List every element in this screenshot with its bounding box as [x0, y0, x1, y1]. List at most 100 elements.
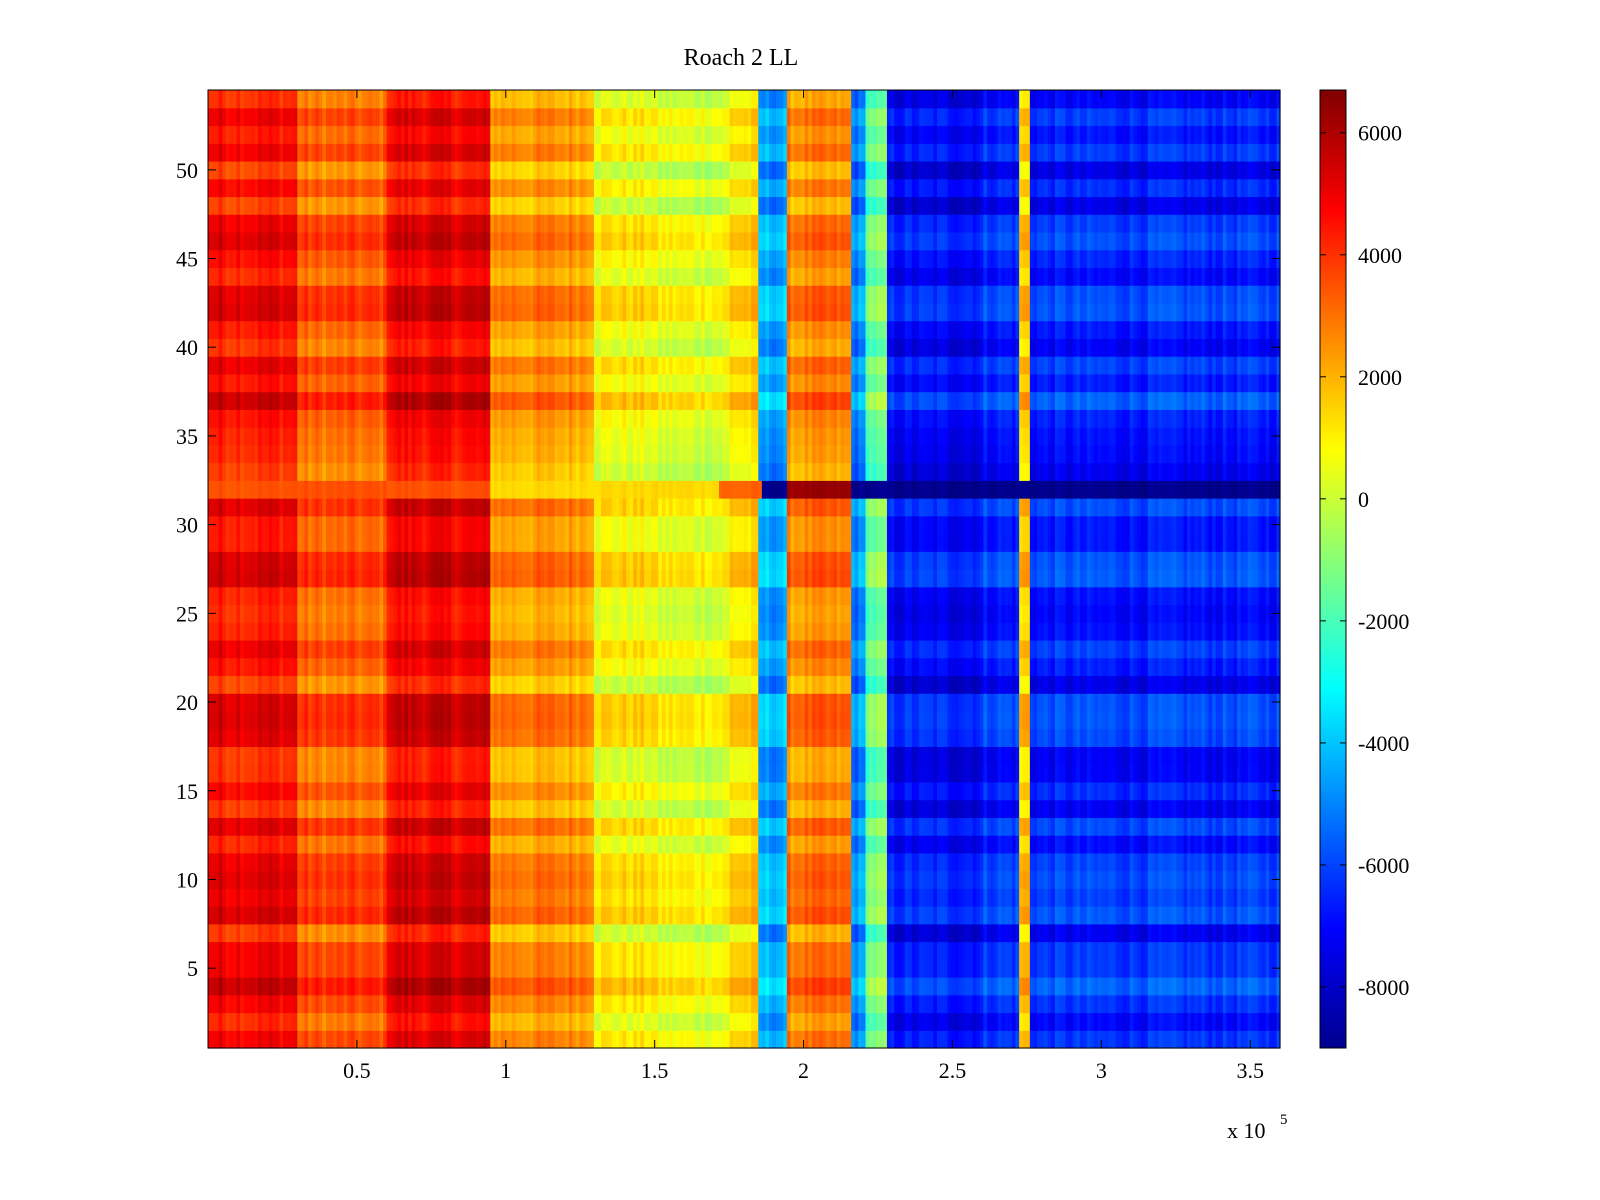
heatmap-cell — [643, 746, 649, 765]
heatmap-cell — [1097, 994, 1102, 1014]
heatmap-cell — [794, 781, 799, 801]
heatmap-cell — [658, 852, 663, 872]
heatmap-cell — [622, 959, 627, 978]
heatmap-cell — [1237, 941, 1242, 960]
heatmap-cell — [450, 870, 456, 889]
heatmap-cell — [633, 852, 638, 872]
heatmap-cell — [954, 977, 959, 996]
heatmap-cell — [779, 1030, 784, 1049]
heatmap-cell — [286, 888, 291, 907]
heatmap-cell — [1015, 888, 1020, 907]
heatmap-cell — [679, 906, 684, 925]
heatmap-cell — [472, 852, 477, 872]
heatmap-cell — [772, 835, 777, 854]
heatmap-cell — [876, 1012, 881, 1031]
heatmap-cell — [1037, 941, 1042, 960]
heatmap-cell — [479, 977, 484, 996]
heatmap-cell — [790, 870, 795, 889]
heatmap-cell — [558, 888, 563, 907]
heatmap-cell — [565, 870, 570, 889]
heatmap-cell — [447, 941, 452, 960]
heatmap-cell — [404, 1012, 409, 1031]
heatmap-cell — [1265, 994, 1270, 1014]
heatmap-cell — [604, 852, 609, 872]
heatmap-cell — [604, 906, 609, 925]
heatmap-cell — [422, 959, 427, 978]
heatmap-cell — [372, 888, 377, 907]
heatmap-cell — [622, 870, 627, 889]
heatmap-cell — [815, 1030, 820, 1049]
heatmap-cell — [308, 781, 313, 801]
heatmap-cell — [240, 746, 245, 765]
heatmap-cell — [1076, 1012, 1081, 1031]
heatmap-cell — [365, 1030, 370, 1049]
heatmap-cell — [869, 1030, 874, 1049]
heatmap-cell — [769, 959, 774, 978]
heatmap-cell — [1197, 923, 1202, 943]
heatmap-cell — [986, 817, 992, 836]
heatmap-cell — [458, 852, 463, 872]
heatmap-cell — [1022, 977, 1027, 996]
heatmap-cell — [343, 799, 348, 818]
heatmap-cell — [951, 852, 956, 872]
heatmap-cell — [615, 923, 620, 943]
heatmap-cell — [429, 852, 434, 872]
heatmap-cell — [461, 817, 466, 836]
heatmap-cell — [1087, 888, 1092, 907]
heatmap-cell — [744, 994, 749, 1014]
heatmap-cell — [565, 852, 570, 872]
heatmap-cell — [958, 852, 963, 872]
heatmap-cell — [465, 888, 470, 907]
heatmap-cell — [450, 994, 456, 1014]
heatmap-cell — [608, 817, 613, 836]
heatmap-cell — [765, 746, 770, 765]
heatmap-cell — [1069, 959, 1074, 978]
heatmap-cell — [543, 941, 549, 960]
heatmap-cell — [529, 923, 534, 943]
heatmap-cell — [718, 906, 724, 925]
heatmap-cell — [561, 781, 566, 801]
heatmap-cell — [1194, 799, 1199, 818]
heatmap-cell — [365, 923, 370, 943]
heatmap-cell — [915, 1012, 920, 1031]
heatmap-cell — [1069, 852, 1074, 872]
heatmap-cell — [954, 923, 959, 943]
heatmap-cell — [1229, 852, 1235, 872]
heatmap-cell — [1194, 1030, 1199, 1049]
heatmap-cell — [1244, 852, 1249, 872]
heatmap-cell — [872, 941, 877, 960]
heatmap-cell — [590, 746, 595, 765]
heatmap-cell — [1008, 799, 1013, 818]
heatmap-cell — [915, 781, 920, 801]
heatmap-cell — [761, 852, 767, 872]
heatmap-cell — [265, 746, 270, 765]
heatmap-cell — [844, 799, 849, 818]
heatmap-cell — [622, 1030, 627, 1049]
heatmap-cell — [844, 870, 849, 889]
heatmap-cell — [1219, 1012, 1224, 1031]
heatmap-cell — [636, 852, 641, 872]
heatmap-cell — [844, 746, 849, 765]
heatmap-cell — [622, 852, 627, 872]
heatmap-cell — [501, 746, 506, 765]
heatmap-cell — [1137, 870, 1142, 889]
heatmap-cell — [729, 994, 734, 1014]
heatmap-cell — [640, 941, 645, 960]
heatmap-cell — [858, 870, 863, 889]
heatmap-cell — [611, 994, 616, 1014]
heatmap-cell — [240, 959, 245, 978]
heatmap-cell — [497, 959, 502, 978]
heatmap-cell — [286, 799, 291, 818]
heatmap-cell — [786, 781, 792, 801]
heatmap-cell — [336, 923, 341, 943]
heatmap-cell — [754, 817, 759, 836]
heatmap-cell — [283, 923, 288, 943]
heatmap-cell — [501, 959, 506, 978]
heatmap-cell — [533, 888, 538, 907]
heatmap-cell — [304, 781, 309, 801]
heatmap-cell — [922, 941, 927, 960]
heatmap-cell — [933, 1030, 938, 1049]
heatmap-cell — [1069, 906, 1074, 925]
heatmap-cell — [1065, 852, 1070, 872]
heatmap-cell — [568, 923, 574, 943]
